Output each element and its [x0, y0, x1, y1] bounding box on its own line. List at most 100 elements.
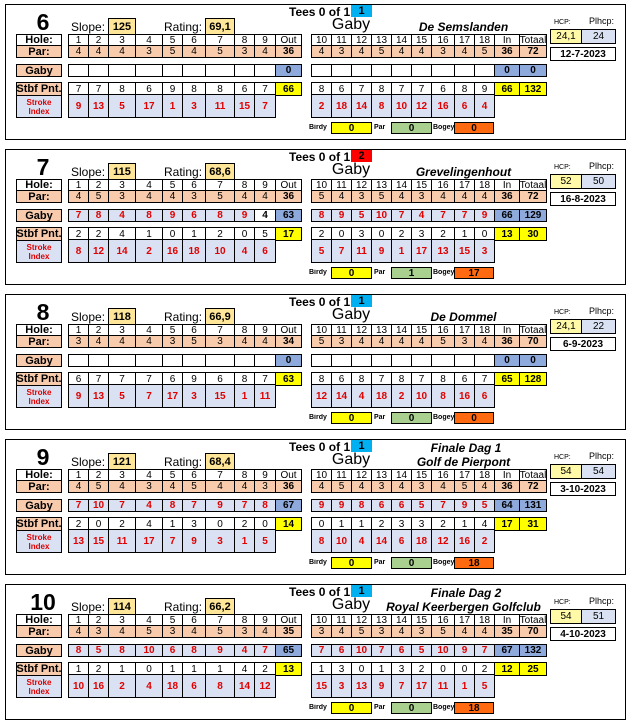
plhcp-label: Plhcp:: [589, 16, 615, 26]
stbf-out: 63: [275, 372, 302, 386]
hole-stroke-index: 7: [331, 239, 352, 263]
hole-score: [182, 64, 206, 77]
player-name: Gaby: [331, 161, 371, 178]
hole-stroke-index: 10: [331, 529, 352, 553]
hole-par: 4: [108, 45, 136, 58]
stbf-label: Stbf Pnt.: [16, 82, 62, 96]
hole-stroke-index: 9: [68, 384, 89, 408]
hole-par: 3: [411, 480, 432, 493]
hole-score: [108, 64, 136, 77]
hole-par: 4: [391, 480, 412, 493]
hole-par: 4: [474, 625, 495, 638]
bogey-label: Bogey: [433, 559, 454, 566]
hole-stroke-index: 3: [474, 239, 495, 263]
course-name: Golf de Pierpont: [416, 455, 511, 469]
hole-stroke-index: 17: [162, 384, 183, 408]
hole-par: 3: [331, 335, 352, 348]
hole-par: 5: [135, 625, 163, 638]
hole-stroke-index: 11: [254, 384, 276, 408]
bogey-count: 17: [454, 267, 494, 279]
hole-par: 4: [182, 625, 206, 638]
par-total: 70: [519, 625, 547, 638]
bogey-label: Bogey: [433, 269, 454, 276]
hole-par: 4: [68, 480, 89, 493]
hcp-label: HCP:: [554, 599, 571, 606]
course-name: Royal Keerbergen Golfclub: [386, 600, 541, 614]
stbf-total: 30: [519, 227, 547, 241]
hole-stroke-index: 3: [205, 529, 235, 553]
hole-score: 8: [254, 499, 276, 512]
stbf-out: 17: [275, 227, 302, 241]
hole-score: 7: [254, 644, 276, 657]
hole-stroke-index: 10: [391, 94, 412, 118]
hole-par: 5: [431, 335, 455, 348]
par-out: 35: [275, 625, 302, 638]
hole-par: 4: [88, 45, 109, 58]
hole-par: 4: [431, 480, 455, 493]
hole-stroke-index: 5: [474, 674, 495, 698]
hole-score: 7: [68, 499, 89, 512]
hole-stroke-index: 13: [68, 529, 89, 553]
hole-score: [205, 354, 235, 367]
tees-label: Tees 0 of 1: [289, 5, 351, 19]
hole-par: 4: [162, 480, 183, 493]
hole-par: 4: [474, 335, 495, 348]
hole-par: 3: [182, 190, 206, 203]
player-name: Gaby: [331, 451, 371, 468]
hole-score: [351, 64, 372, 77]
course-name: De Semslanden: [418, 20, 509, 34]
hole-score: [454, 354, 475, 367]
stbf-total: 25: [519, 662, 547, 676]
hole-stroke-index: 17: [135, 94, 163, 118]
stbf-label: Stbf Pnt.: [16, 517, 62, 531]
player-name: Gaby: [331, 596, 371, 613]
round-date: 3-10-2023: [550, 482, 616, 496]
hole-score: 7: [474, 644, 495, 657]
hole-par: 5: [162, 45, 183, 58]
hole-score: 4: [234, 644, 255, 657]
hole-score: [454, 64, 475, 77]
hole-stroke-index: 1: [162, 94, 183, 118]
plhcp-label: Plhcp:: [589, 161, 615, 171]
stroke-index-label: Stroke Index: [16, 385, 62, 408]
slope-label: Slope:: [71, 455, 106, 469]
score-out: 0: [275, 64, 302, 77]
hole-par: 3: [454, 335, 475, 348]
slope-value: 125: [108, 18, 136, 35]
hole-score: [108, 354, 136, 367]
hole-par: 3: [254, 480, 276, 493]
hole-par: 4: [254, 625, 276, 638]
hole-score: 9: [234, 209, 255, 222]
par-in: 36: [494, 190, 520, 203]
par-count: 0: [391, 122, 432, 134]
birdie-label: Birdy: [309, 559, 327, 566]
hole-par: 5: [205, 190, 235, 203]
round-number: 6: [36, 9, 50, 35]
hole-par: 5: [205, 45, 235, 58]
index-label: Index: [28, 541, 50, 551]
hole-stroke-index: 16: [431, 94, 455, 118]
hole-stroke-index: 9: [182, 529, 206, 553]
par-out: 34: [275, 335, 302, 348]
rating-label: Rating:: [164, 165, 203, 179]
hole-score: [411, 64, 432, 77]
hole-score: 6: [391, 644, 412, 657]
stbf-out: 13: [275, 662, 302, 676]
hole-par: 3: [205, 335, 235, 348]
hole-stroke-index: 4: [474, 94, 495, 118]
hole-par: 4: [88, 335, 109, 348]
hole-par: 4: [254, 190, 276, 203]
hole-score: 9: [454, 644, 475, 657]
hole-par: 4: [311, 45, 332, 58]
score-out: 0: [275, 354, 302, 367]
hole-stroke-index: 12: [431, 529, 455, 553]
tees-label: Tees 0 of 1: [289, 150, 351, 164]
scorecard-round-6: 6 Slope: 125 Rating: 69,1 Tees 0 of 1 1 Gaby De …: [5, 4, 626, 140]
hole-stroke-index: 6: [182, 674, 206, 698]
hole-par: 4: [474, 190, 495, 203]
player-label: Gaby: [16, 644, 62, 657]
stroke-index-label: Stroke Index: [16, 530, 62, 553]
hole-stroke-index: 4: [351, 384, 372, 408]
hole-par: 3: [234, 625, 255, 638]
hole-stroke-index: 11: [205, 94, 235, 118]
